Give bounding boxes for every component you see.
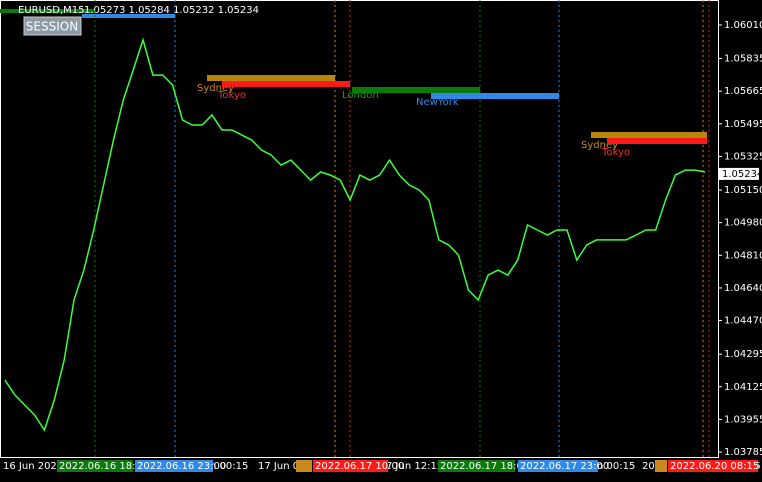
session-bar bbox=[431, 93, 559, 99]
time-marker bbox=[135, 460, 213, 472]
time-marker bbox=[655, 460, 667, 472]
session-button[interactable] bbox=[23, 16, 82, 36]
y-tick-label: 1.04810 bbox=[724, 250, 762, 261]
time-marker-label: 2022.06.17 18:00 bbox=[440, 461, 529, 472]
x-tick-label: 16 Jun 2022 bbox=[3, 461, 63, 472]
time-marker-label: 2022.06.20 08:15 bbox=[670, 461, 759, 472]
time-marker bbox=[668, 460, 758, 472]
y-tick-label: 1.06010 bbox=[724, 20, 762, 31]
session-label: London bbox=[342, 90, 379, 101]
ohlc: 1.05273 1.05284 1.05232 1.05234 bbox=[84, 5, 259, 16]
session-bar bbox=[352, 87, 480, 93]
session-label: Sydney bbox=[581, 140, 618, 151]
session-bar bbox=[0, 9, 95, 13]
session-label: Tokyo bbox=[217, 90, 246, 101]
x-tick-label: n 00:15 bbox=[210, 461, 248, 472]
time-marker bbox=[438, 460, 515, 472]
time-marker bbox=[57, 460, 133, 472]
time-marker-label: 2022.06.16 23:00 bbox=[137, 461, 226, 472]
time-marker-label: 2022.06.16 18:00 bbox=[59, 461, 148, 472]
y-tick-label: 1.04980 bbox=[724, 218, 762, 229]
y-tick-label: 1.05150 bbox=[724, 185, 762, 196]
y-tick-label: 1.04125 bbox=[724, 382, 762, 393]
y-tick-label: 1.05325 bbox=[724, 151, 762, 162]
session-bar bbox=[207, 75, 335, 81]
session-button-label[interactable]: SESSION bbox=[26, 20, 78, 34]
time-marker-label: 2022.06.17 23:00 bbox=[520, 461, 609, 472]
y-tick-label: 1.05665 bbox=[724, 86, 762, 97]
x-tick-label: 7 Jun 12:15 bbox=[386, 461, 443, 472]
y-tick-label: 1.04640 bbox=[724, 283, 762, 294]
session-label: NewYork bbox=[416, 97, 459, 108]
current-price-label: 1.05234 bbox=[722, 169, 762, 180]
symbol: EURUSD,M15 bbox=[18, 5, 84, 16]
x-tick-label: n 00:15 bbox=[597, 461, 635, 472]
y-tick-label: 1.05495 bbox=[724, 119, 762, 130]
y-tick-label: 1.04470 bbox=[724, 316, 762, 327]
current-price-box bbox=[719, 167, 759, 180]
time-marker-label: 2022.06.17 10:00 bbox=[315, 461, 404, 472]
session-bar bbox=[591, 132, 707, 138]
session-bar bbox=[607, 138, 707, 144]
session-bar bbox=[82, 14, 175, 18]
y-tick-label: 1.05835 bbox=[724, 54, 762, 65]
time-marker bbox=[313, 460, 388, 472]
session-bar bbox=[222, 81, 350, 87]
time-marker bbox=[296, 460, 312, 472]
y-tick-label: 1.04295 bbox=[724, 349, 762, 360]
time-marker bbox=[518, 460, 598, 472]
session-label: Tokyo bbox=[601, 147, 630, 158]
price-line bbox=[4, 37, 706, 432]
y-tick-label: 1.03955 bbox=[724, 414, 762, 425]
plot-frame bbox=[0, 0, 719, 458]
session-label: Sydney bbox=[197, 83, 234, 94]
x-tick-label: 17 Jun 0 bbox=[258, 461, 299, 472]
y-tick-label: 1.03785 bbox=[724, 447, 762, 458]
